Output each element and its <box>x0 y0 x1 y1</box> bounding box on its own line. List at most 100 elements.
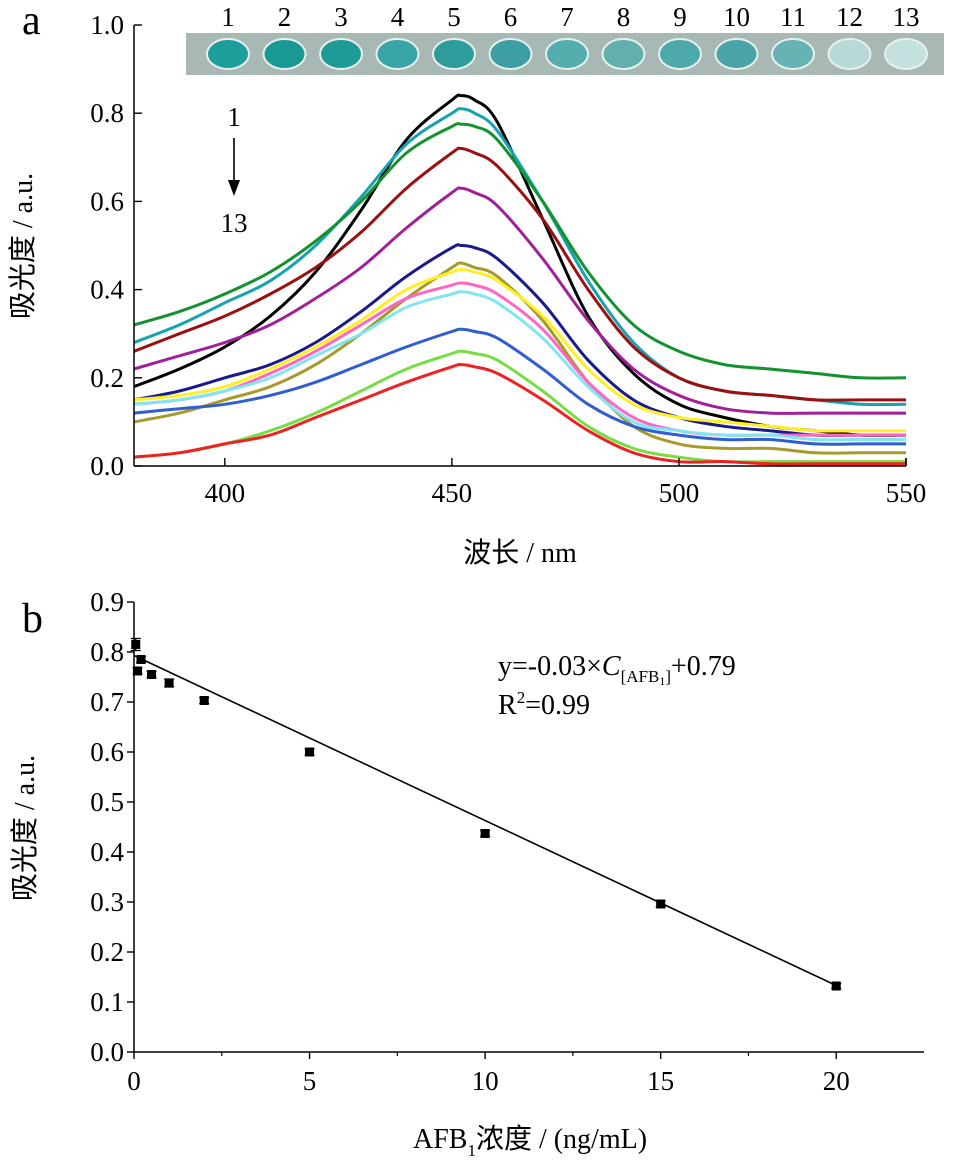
well-number-label: 10 <box>723 2 750 32</box>
well-number-label: 5 <box>447 2 461 32</box>
panel-b: b 0.0 0.1 0.2 0.3 0.4 0.5 0.6 0.7 0.8 0.9 0 5 10 15 2… <box>9 587 924 1160</box>
panel-b-x-tick-label: 5 <box>303 1066 317 1096</box>
panel-b-axes: 0.0 0.1 0.2 0.3 0.4 0.5 0.6 0.7 0.8 0.9 0 5 10 15 20 <box>90 587 924 1096</box>
panel-a-axes: 0.0 0.2 0.4 0.6 0.8 1.0 400 450 500 550 <box>90 10 926 508</box>
panel-b-label: b <box>22 596 43 642</box>
well <box>545 38 589 70</box>
panel-b-y-tick-label: 0.3 <box>90 887 124 917</box>
data-point <box>131 640 141 649</box>
x-label-afb: AFB <box>413 1124 467 1155</box>
spectrum-line-10 <box>133 290 906 442</box>
panel-b-x-tick-label: 0 <box>127 1066 141 1096</box>
panel-a: a 1 2 3 4 5 6 7 8 9 10 11 12 13 0.00.20.40.60.81.0 4… <box>7 0 944 569</box>
panel-a-y-tick-label: 0.4 <box>90 275 124 305</box>
well <box>319 38 363 70</box>
panel-b-y-tick-label: 0.2 <box>90 937 124 967</box>
fit-line <box>133 654 837 987</box>
panel-b-x-tick-label: 10 <box>472 1066 499 1096</box>
panel-b-y-tick-label: 0.7 <box>90 687 124 717</box>
spectrum-line-4 <box>133 146 906 402</box>
spectrum-line-13 <box>133 363 906 466</box>
well <box>658 38 702 70</box>
well <box>714 38 759 70</box>
well-number-label: 7 <box>560 2 574 32</box>
arrow-head <box>228 180 240 196</box>
panel-a-x-tick-label: 450 <box>432 478 473 508</box>
r-squared-r: R <box>498 690 517 721</box>
equation-sub-open: [AFB <box>621 667 660 686</box>
panel-a-x-axis-label: 波长 / nm <box>463 537 577 569</box>
data-point <box>164 678 174 688</box>
panel-b-x-axis-label: AFB1浓度 / (ng/mL) <box>413 1123 647 1160</box>
panel-a-x-tick-label: 500 <box>659 478 700 508</box>
panel-a-y-axis-label: 吸光度 / a.u. <box>7 173 39 319</box>
arrow-start-label: 1 <box>227 102 241 132</box>
equation-suffix: +0.79 <box>671 651 736 682</box>
data-point <box>133 666 143 676</box>
spectrum-line-8 <box>133 268 906 433</box>
x-label-sub: 1 <box>467 1141 476 1160</box>
well <box>262 38 307 70</box>
panel-a-y-tick-label: 1.0 <box>90 10 124 40</box>
panel-b-y-tick-label: 0.4 <box>90 837 124 867</box>
equation-sub-sub: 1 <box>659 674 665 688</box>
r-squared: R2=0.99 <box>498 688 590 721</box>
panel-a-y-tick-label: 0.8 <box>90 98 124 128</box>
well <box>601 38 646 70</box>
well-number-label: 2 <box>278 2 292 32</box>
panel-b-y-tick-label: 0.9 <box>90 587 124 617</box>
equation-c: C <box>602 651 621 682</box>
well <box>206 38 250 70</box>
well-number-label: 4 <box>391 2 405 32</box>
r-squared-sup: 2 <box>517 688 526 707</box>
equation-sub-close: ] <box>665 667 671 686</box>
panel-b-y-tick-label: 0.6 <box>90 737 124 767</box>
well-number-label: 3 <box>334 2 348 32</box>
well-number-label: 9 <box>673 2 687 32</box>
fit-equation: y=-0.03×C[AFB1]+0.79 <box>498 651 736 688</box>
well <box>432 38 476 70</box>
arrow-end-label: 13 <box>221 208 248 238</box>
well <box>771 38 815 70</box>
panel-a-y-tick-label: 0.2 <box>90 363 124 393</box>
panel-b-y-tick-label: 0.5 <box>90 787 124 817</box>
x-label-rest: 浓度 / (ng/mL) <box>476 1123 647 1155</box>
data-point <box>831 981 841 991</box>
data-point <box>656 899 666 909</box>
data-point <box>305 747 315 757</box>
equation-prefix: y=-0.03× <box>498 651 602 682</box>
data-point <box>136 655 146 664</box>
well-strip <box>186 33 944 75</box>
panel-a-label: a <box>22 0 41 44</box>
well-number-label: 13 <box>893 2 920 32</box>
panel-b-y-tick-label: 0.8 <box>90 637 124 667</box>
panel-a-y-tick-label: 0.0 <box>90 451 124 481</box>
spectrum-line-12 <box>133 349 906 464</box>
spectrum-line-6 <box>133 243 906 437</box>
r-squared-value: =0.99 <box>525 690 590 721</box>
arrow-annotation: 1 13 <box>221 102 248 238</box>
panel-b-y-tick-label: 0.0 <box>90 1037 124 1067</box>
data-point <box>480 829 490 838</box>
panel-b-x-tick-label: 20 <box>823 1066 850 1096</box>
spectrum-line-7 <box>133 261 906 455</box>
well <box>884 38 928 70</box>
panel-a-x-tick-label: 400 <box>205 478 246 508</box>
well-number-label: 8 <box>617 2 631 32</box>
well-number-label: 12 <box>836 2 863 32</box>
panel-b-y-axis-label: 吸光度 / a.u. <box>9 755 41 901</box>
well <box>375 38 420 70</box>
well-number-label: 1 <box>221 2 235 32</box>
well-number-label: 6 <box>504 2 518 32</box>
spectrum-line-3 <box>133 122 907 380</box>
data-point <box>147 670 157 679</box>
panel-b-y-tick-label: 0.1 <box>90 987 124 1017</box>
panel-a-y-tick-label: 0.6 <box>90 186 124 216</box>
well-number-label: 11 <box>780 2 806 32</box>
panel-b-x-tick-label: 15 <box>647 1066 674 1096</box>
spectrum-line-11 <box>133 327 906 446</box>
spectrum-line-5 <box>133 186 906 415</box>
spectrum-line-2 <box>133 107 907 407</box>
data-point <box>199 696 209 705</box>
